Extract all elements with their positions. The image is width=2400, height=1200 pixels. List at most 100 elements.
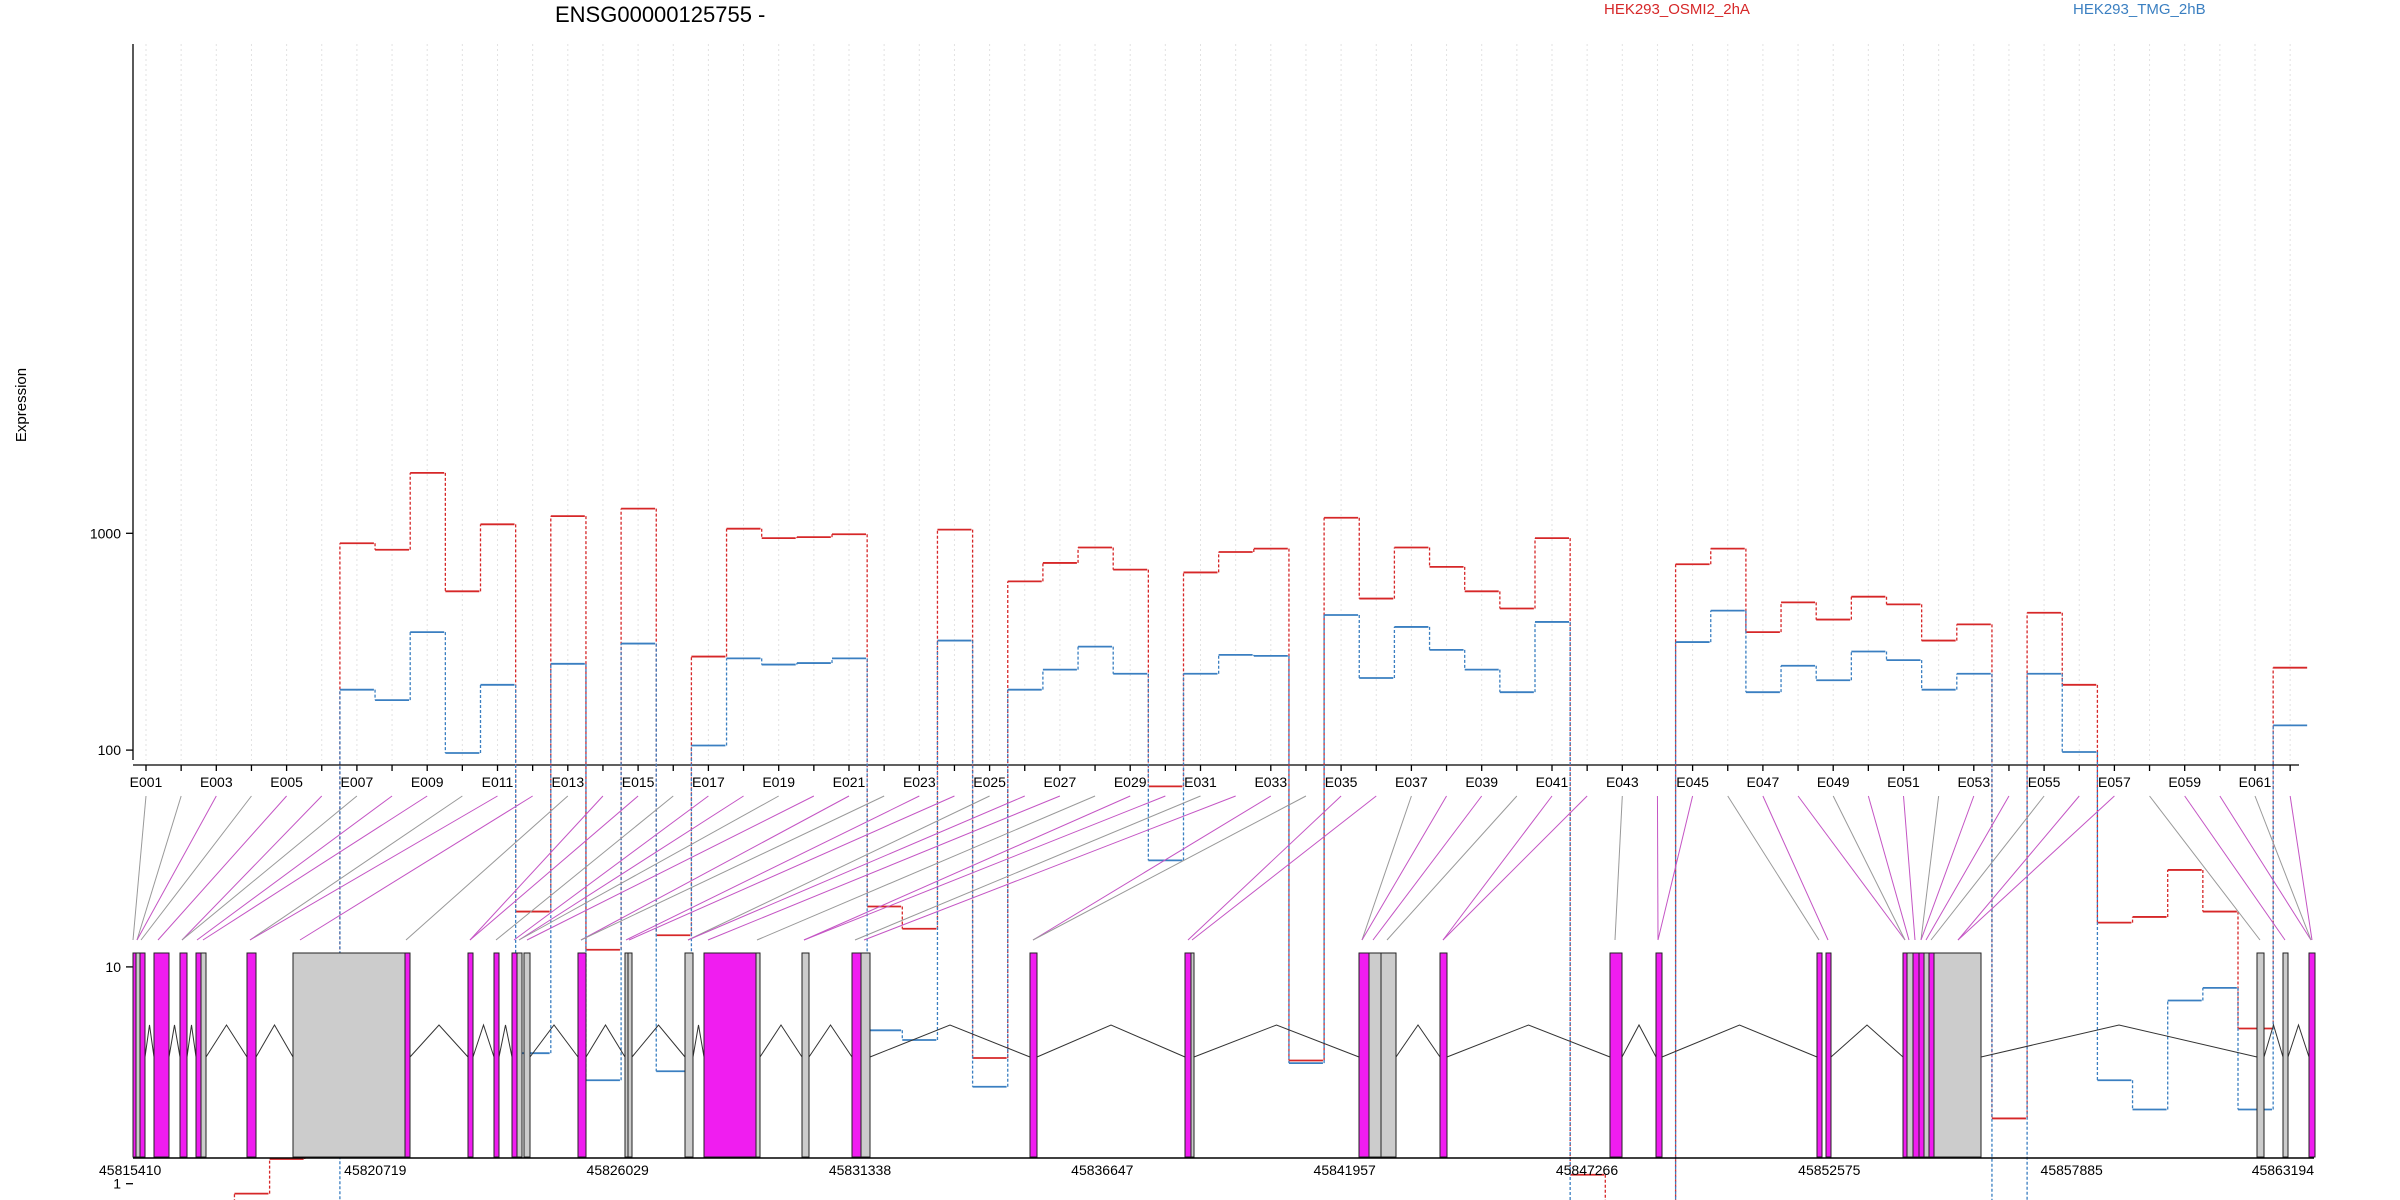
intron — [1980, 1024, 2258, 1058]
x-tick-label: E031 — [1184, 774, 1217, 790]
connector-E053 — [1920, 795, 1975, 941]
genomic-tick-label: 45847266 — [1556, 1162, 1619, 1178]
connector-E012 — [299, 795, 533, 941]
connector-E001 — [132, 795, 147, 941]
x-tick-label: E023 — [903, 774, 936, 790]
x-tick-label: E051 — [1887, 774, 1920, 790]
genomic-tick-label: 45831338 — [829, 1162, 892, 1178]
exon-box — [1933, 952, 1982, 1158]
exon-box — [1368, 952, 1382, 1158]
y-axis-label: Expression — [13, 368, 30, 442]
intron — [1661, 1024, 1818, 1058]
connector-E011 — [249, 795, 498, 941]
x-tick-label: E045 — [1676, 774, 1709, 790]
intron — [168, 1024, 181, 1058]
y-tick-label: 1 — [113, 1176, 121, 1192]
y-tick-label: 10 — [105, 959, 121, 975]
exon-box — [292, 952, 408, 1158]
intron — [869, 1024, 1031, 1058]
connector-E002 — [136, 795, 182, 941]
connector-E025 — [687, 795, 990, 941]
x-tick-label: E001 — [130, 774, 163, 790]
x-tick-label: E059 — [2168, 774, 2201, 790]
exon-box — [1609, 952, 1623, 1158]
intron — [1830, 1024, 1904, 1058]
x-tick-label: E055 — [2028, 774, 2061, 790]
connector-E034 — [1032, 795, 1307, 941]
exon-box — [1029, 952, 1038, 1158]
connector-E022 — [580, 795, 885, 941]
x-tick-label: E049 — [1817, 774, 1850, 790]
exon-gridlines — [145, 44, 2291, 760]
gene-model: 45815410 45820719 45826029 45831338 45836647… — [99, 952, 2316, 1178]
connector-E045 — [1657, 795, 1694, 941]
connector-E037 — [1361, 795, 1412, 941]
exon-box — [1190, 952, 1195, 1158]
connector-E021 — [580, 795, 850, 941]
exon-box — [516, 952, 523, 1158]
intron — [144, 1024, 155, 1058]
legend-series-a: HEK293_OSMI2_2hA — [1604, 1, 1750, 18]
connector-E032 — [863, 795, 1236, 941]
intron — [1036, 1024, 1186, 1058]
connector-E040 — [1386, 795, 1518, 941]
connector-E018 — [518, 795, 744, 941]
x-tick-label: E017 — [692, 774, 725, 790]
exon-box — [2308, 952, 2316, 1158]
intron — [186, 1024, 197, 1058]
x-tick-label: E007 — [341, 774, 374, 790]
x-tick-label: E025 — [973, 774, 1006, 790]
connector-E024 — [628, 795, 955, 941]
connector-E030 — [803, 795, 1166, 941]
connector-E046 — [1727, 795, 1820, 941]
exon-box — [1928, 952, 1935, 1158]
connector-E057 — [1957, 795, 2115, 941]
exon-box — [577, 952, 587, 1158]
connector-E004 — [140, 795, 252, 941]
x-tick-label: E009 — [411, 774, 444, 790]
y-tick-label: 1000 — [90, 525, 121, 541]
x-tick-label: E029 — [1114, 774, 1147, 790]
intron — [1395, 1024, 1441, 1058]
intron — [631, 1024, 686, 1058]
connector-E008 — [196, 795, 393, 941]
x-tick-label: E027 — [1044, 774, 1077, 790]
exon-box — [1923, 952, 1930, 1158]
connector-E056 — [1957, 795, 2080, 941]
connector-E006 — [181, 795, 323, 941]
x-tick-label: E053 — [1957, 774, 1990, 790]
connector-E019 — [518, 795, 779, 941]
exon-box — [523, 952, 531, 1158]
exon-connectors — [132, 795, 2313, 941]
intron — [1621, 1023, 1657, 1058]
connector-E048 — [1797, 795, 1906, 941]
connector-E061 — [2254, 795, 2312, 941]
genomic-tick-label: 45815410 — [99, 1162, 162, 1178]
x-tick-label: E019 — [762, 774, 795, 790]
connector-E026 — [687, 795, 1025, 941]
x-tick-label: E061 — [2239, 774, 2272, 790]
exon-box — [2256, 952, 2265, 1158]
connector-E038 — [1361, 795, 1447, 941]
connector-E047 — [1762, 795, 1829, 941]
intron — [2287, 1023, 2310, 1058]
exon-box — [195, 952, 202, 1158]
connector-E036 — [1191, 795, 1377, 941]
genomic-tick-label: 45836647 — [1071, 1162, 1134, 1178]
intron — [759, 1024, 803, 1058]
connector-E051 — [1903, 795, 1916, 941]
x-tick-label: E033 — [1254, 774, 1287, 790]
exon-box — [851, 952, 862, 1158]
exon-box — [511, 952, 518, 1158]
intron — [808, 1024, 853, 1058]
connector-E041 — [1442, 795, 1553, 941]
intron — [529, 1024, 579, 1058]
connector-E035 — [1187, 795, 1342, 941]
exon-box — [1816, 952, 1823, 1158]
connector-E058 — [2149, 795, 2261, 941]
intron — [472, 1023, 495, 1058]
x-tick-label: E011 — [482, 774, 514, 790]
intron — [585, 1024, 626, 1058]
x-tick-label: E015 — [622, 774, 655, 790]
exon-box — [755, 952, 761, 1158]
